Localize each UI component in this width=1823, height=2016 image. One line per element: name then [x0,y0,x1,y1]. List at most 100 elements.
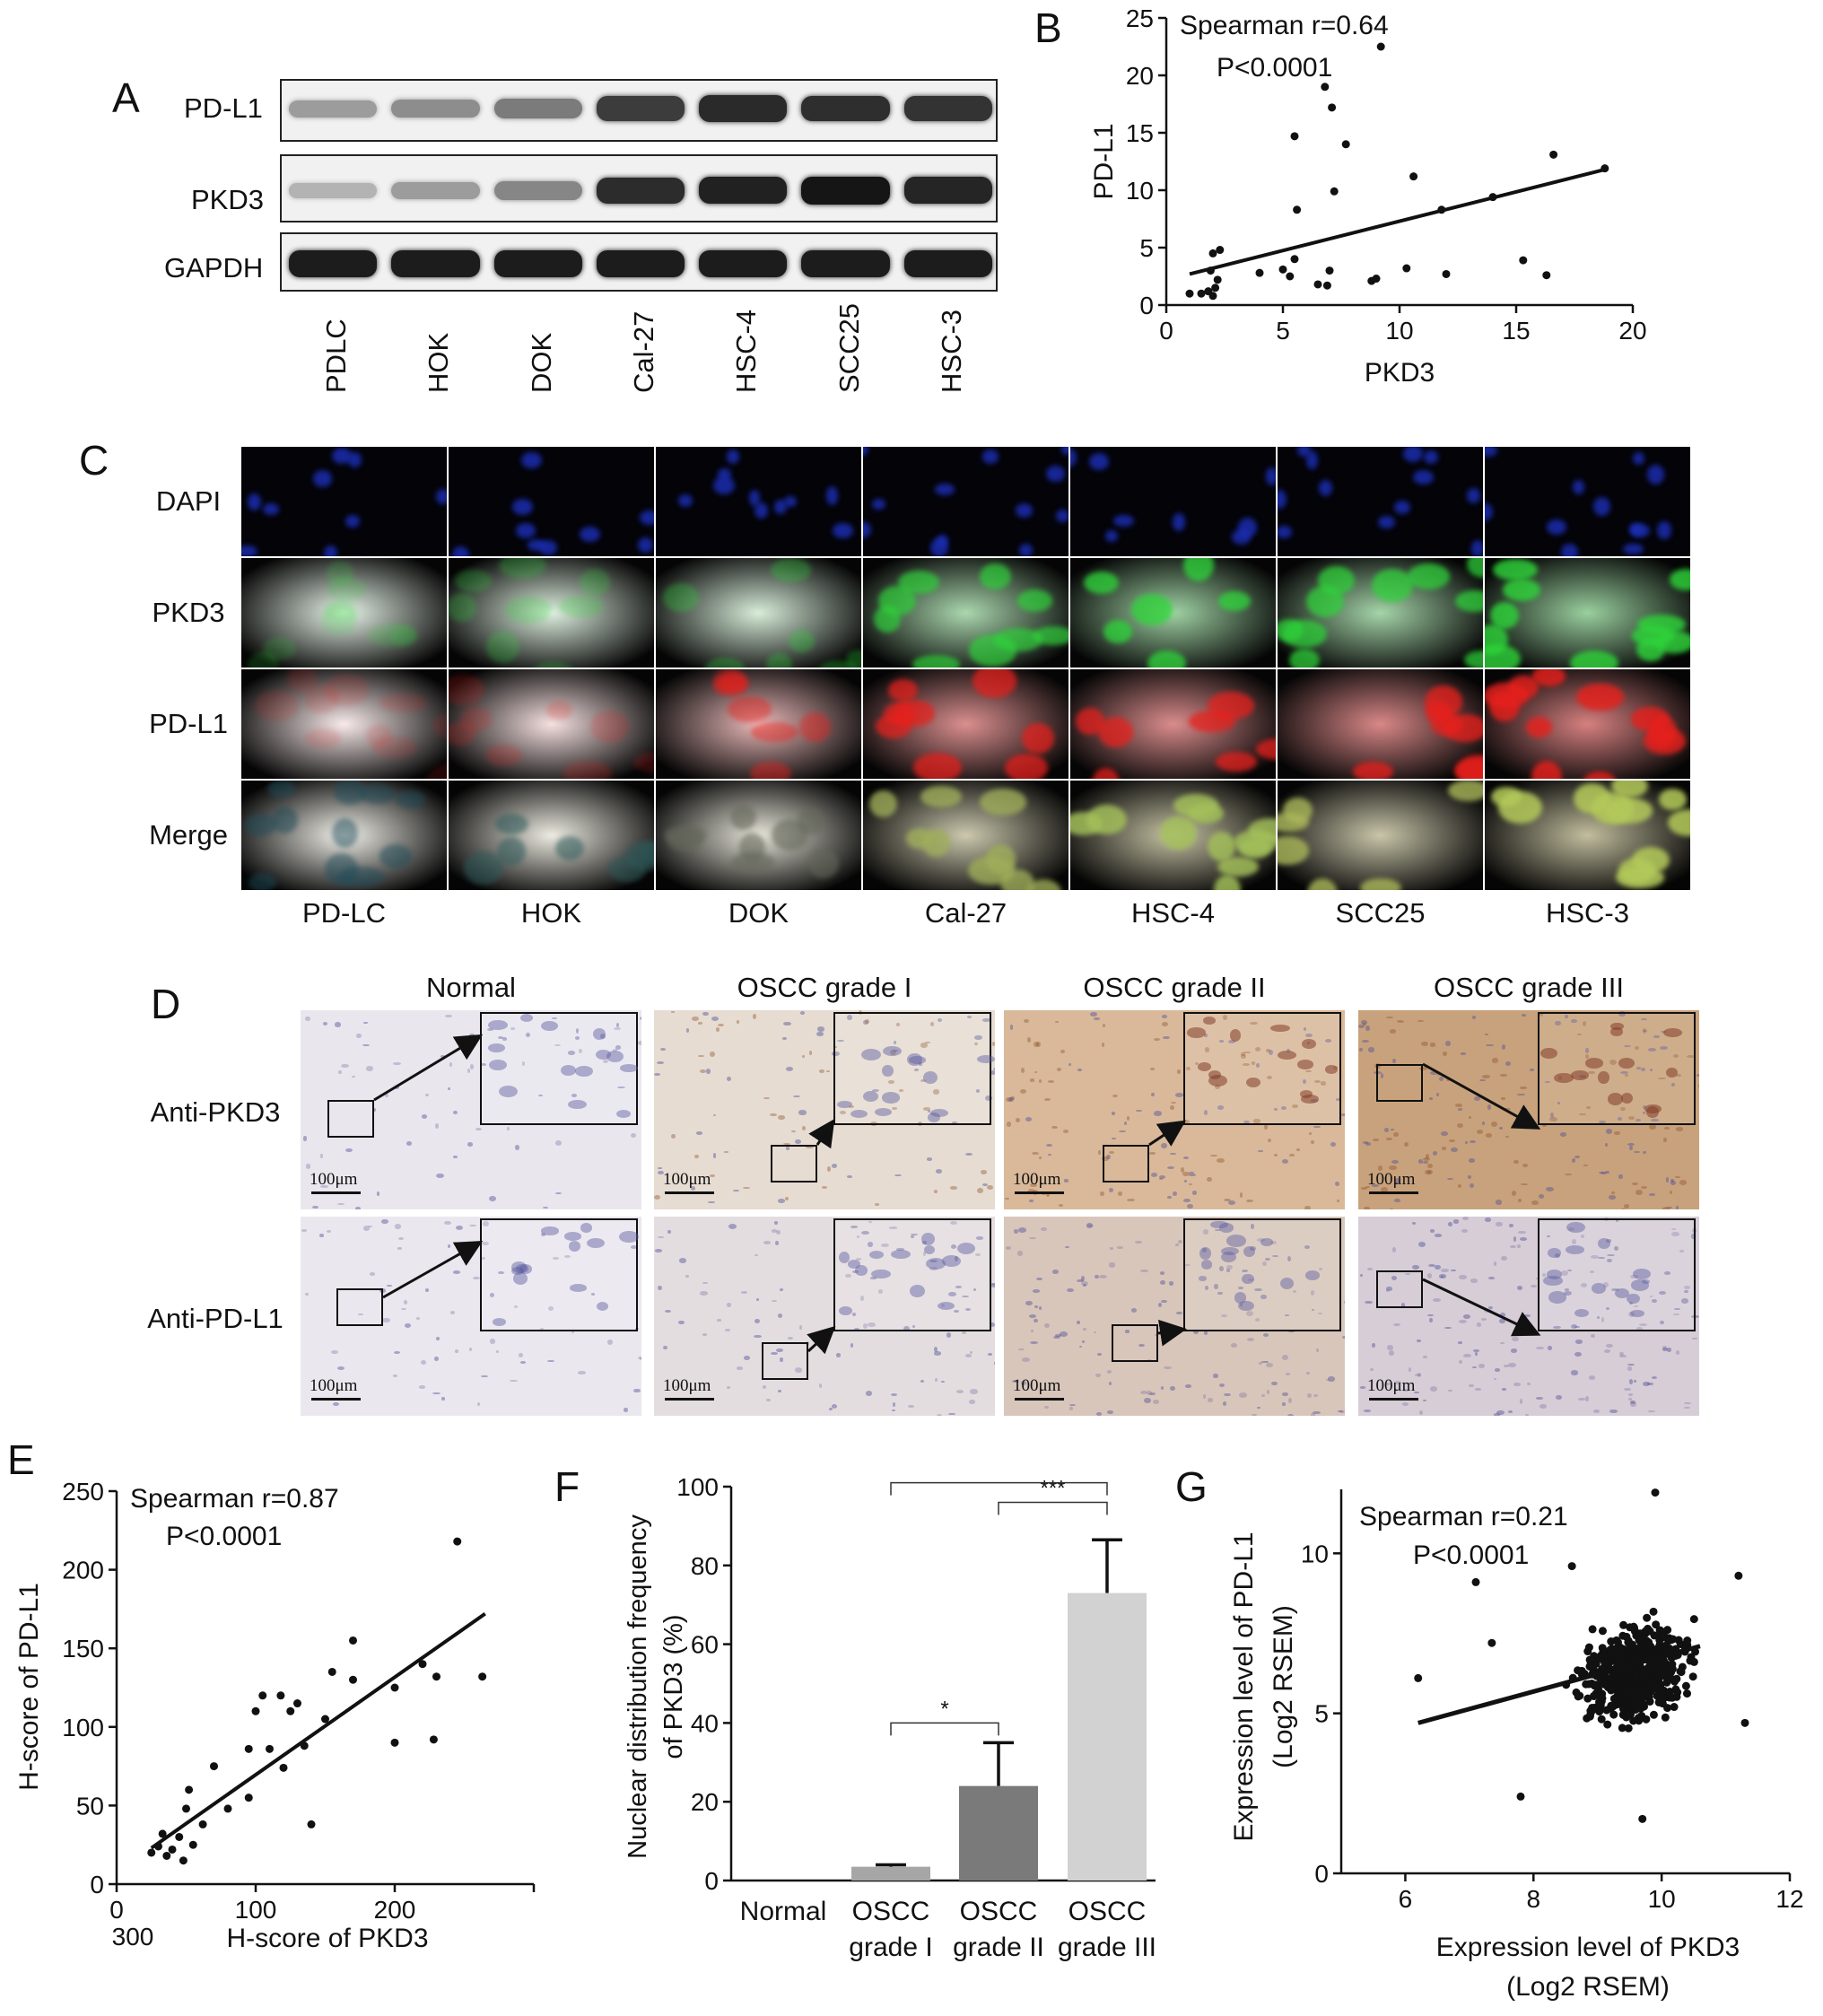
data-point [1213,275,1222,284]
data-point [198,1820,207,1828]
if-cell-blob [1104,529,1119,542]
ihc-nucleus [473,1276,480,1280]
ihc-nucleus [1419,1410,1423,1416]
ihc-nucleus [1501,1097,1506,1100]
ihc-nucleus [1426,1154,1430,1160]
if-column-label: Cal-27 [924,897,1007,929]
data-point [1606,1685,1615,1694]
ihc-nucleus [833,1045,837,1048]
ihc-nucleus [1560,1270,1569,1277]
ihc-nucleus [1365,1300,1373,1304]
ihc-nucleus [1362,1039,1369,1043]
ihc-nucleus [467,1069,471,1073]
if-cell-blob [1016,503,1034,518]
ihc-nucleus [1617,1117,1622,1121]
ihc-nucleus [1624,1074,1629,1077]
ihc-nucleus [1318,1312,1323,1315]
ihc-zoom-inset [1538,1012,1696,1125]
panel-label-f: F [554,1463,580,1510]
if-cell-blob [1574,783,1610,814]
ihc-nucleus [1044,1406,1049,1409]
blot-band [391,181,480,199]
ihc-nucleus [1261,1394,1265,1398]
ihc-nucleus [1241,1052,1245,1056]
ihc-nucleus [1628,1311,1635,1317]
ihc-nucleus [498,1270,504,1275]
ihc-image: 100μm [1004,1217,1345,1416]
scale-bar-label: 100μm [1013,1170,1061,1189]
ihc-nucleus [1463,1314,1471,1319]
ihc-nucleus [1029,1078,1035,1082]
if-cell-blob [912,655,961,668]
ihc-nucleus [448,1087,451,1090]
ihc-zoomed-nucleus [493,1318,507,1326]
lane-label: DOK [525,332,557,393]
ihc-nucleus [1029,1237,1037,1240]
ihc-nucleus [1158,1302,1163,1308]
if-image-pkd3 [862,557,1069,668]
ihc-zoomed-nucleus [850,1109,868,1118]
data-point [1586,1710,1595,1719]
ihc-nucleus [1452,1219,1460,1224]
ihc-nucleus [728,1224,737,1230]
ihc-nucleus [1064,1179,1069,1183]
if-cell-blob [484,744,522,766]
ihc-nucleus [506,1127,510,1131]
ihc-nucleus [1149,1067,1155,1070]
x-tick-label: 5 [1276,317,1290,345]
ihc-nucleus [1253,1288,1262,1292]
ihc-nucleus [1474,1095,1480,1101]
ihc-nucleus [685,1275,690,1278]
ihc-nucleus [525,1032,530,1037]
ihc-nucleus [859,1295,864,1301]
data-point [1661,1713,1670,1722]
ihc-nucleus [1445,1078,1451,1082]
ihc-nucleus [571,1331,575,1333]
ihc-nucleus [1116,1246,1123,1250]
ihc-nucleus [1202,1247,1207,1253]
if-cell-blob [1394,501,1411,514]
ihc-zoomed-nucleus [1245,1077,1261,1088]
if-cell-blob [1372,569,1413,602]
ihc-nucleus [702,1333,708,1336]
ihc-nucleus [1363,1409,1371,1412]
data-point [349,1675,357,1684]
data-point [286,1706,295,1715]
data-point [266,1744,274,1753]
ihc-nucleus [468,1224,477,1226]
x-category-label-line: grade I [849,1933,932,1962]
ihc-nucleus [1659,1290,1667,1295]
ihc-nucleus [1254,1317,1260,1322]
ihc-nucleus [1213,1374,1218,1378]
ihc-nucleus [1195,1062,1199,1065]
ihc-zoomed-nucleus [1300,1095,1320,1104]
ihc-zoomed-nucleus [925,1257,946,1270]
data-point [1651,1488,1660,1497]
blot-band [391,99,480,118]
ihc-nucleus [1571,1370,1578,1375]
if-cell-blob [325,674,370,706]
ihc-nucleus [1394,1177,1401,1183]
ihc-nucleus [869,1277,877,1279]
ihc-nucleus [1545,1187,1554,1191]
ihc-nucleus [406,1140,413,1147]
ihc-nucleus [1609,1060,1617,1066]
ihc-nucleus [947,1412,955,1416]
ihc-nucleus [820,1133,825,1139]
ihc-nucleus [1025,1300,1034,1306]
data-point [1618,1656,1627,1665]
ihc-nucleus [444,1221,451,1226]
chart-g-annotation-r: Spearman r=0.21 [1359,1502,1568,1532]
ihc-nucleus [1647,1409,1656,1412]
ihc-nucleus [1635,1118,1642,1121]
ihc-nucleus [1524,1314,1531,1317]
ihc-zoomed-nucleus [510,1266,524,1276]
ihc-nucleus [362,1043,370,1047]
ihc-nucleus [1608,1195,1617,1200]
ihc-nucleus [1365,1025,1371,1032]
if-cell-blob [1412,469,1435,485]
ihc-nucleus [468,1347,472,1352]
blot-band [493,249,582,278]
ihc-nucleus [1027,1037,1032,1043]
ihc-nucleus [1381,1187,1388,1193]
